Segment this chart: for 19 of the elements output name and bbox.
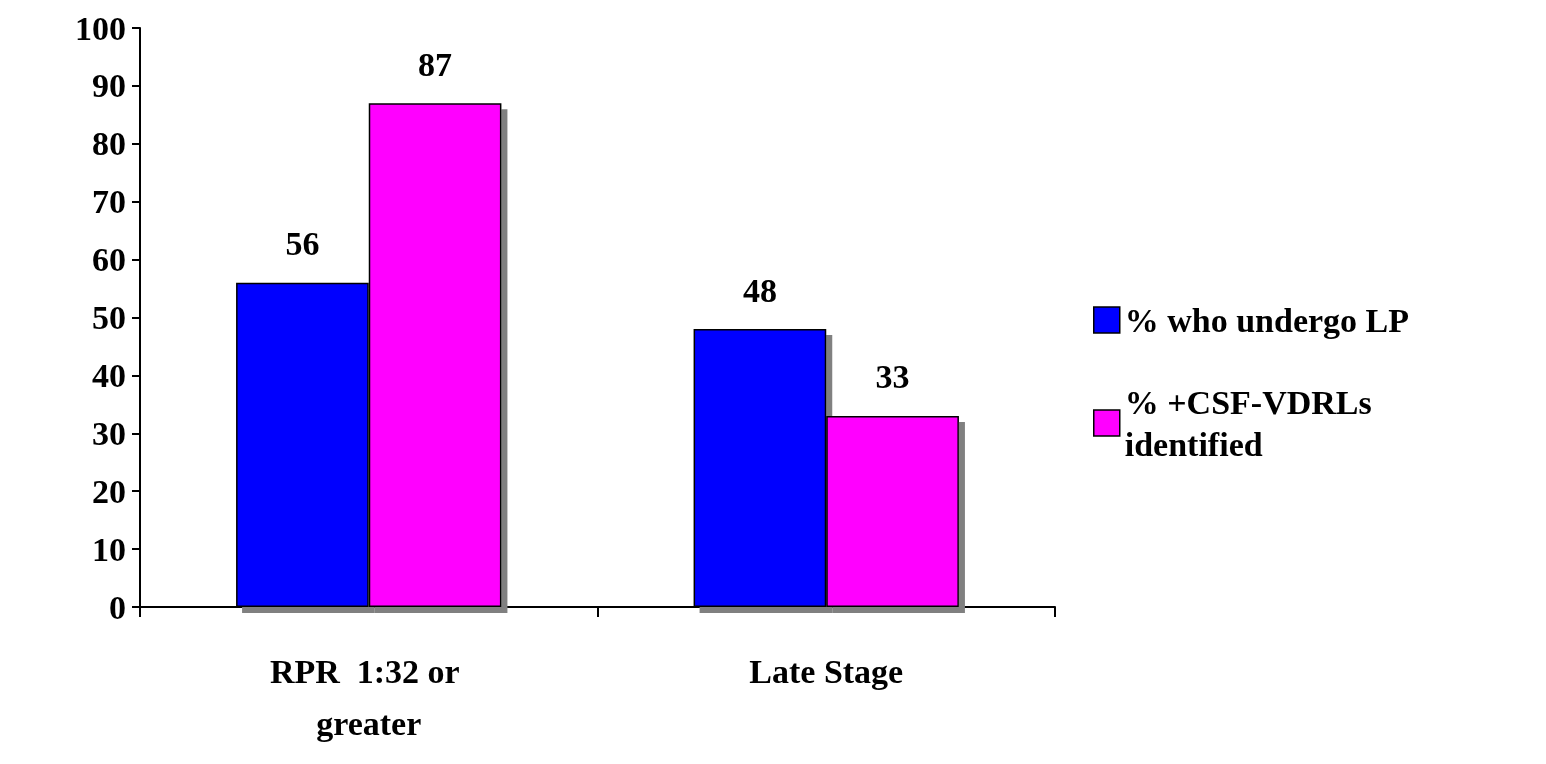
y-tick-label: 0 (109, 588, 126, 626)
legend-label: % who undergo LP (1124, 301, 1410, 339)
y-tick-label: 30 (92, 414, 126, 452)
data-label: 33 (875, 358, 910, 396)
y-tick-label: 70 (92, 183, 126, 221)
y-tick-label: 40 (92, 356, 126, 394)
y-tick-label: 20 (92, 472, 126, 510)
x-tick-label: RPR 1:32 or greater (269, 652, 468, 742)
y-tick-label: 60 (92, 241, 126, 279)
y-tick-label: 80 (92, 125, 126, 163)
y-tick-label: 100 (75, 9, 126, 47)
data-label: 87 (418, 45, 453, 83)
data-label: 48 (742, 271, 777, 309)
y-tick-label: 10 (92, 530, 126, 568)
legend-label: % +CSF-VDRLs identified (1124, 383, 1381, 463)
data-label: 56 (285, 225, 320, 263)
y-tick-label: 50 (92, 299, 126, 336)
x-tick-label: Late Stage (749, 652, 904, 690)
y-tick-label: 90 (92, 67, 126, 105)
